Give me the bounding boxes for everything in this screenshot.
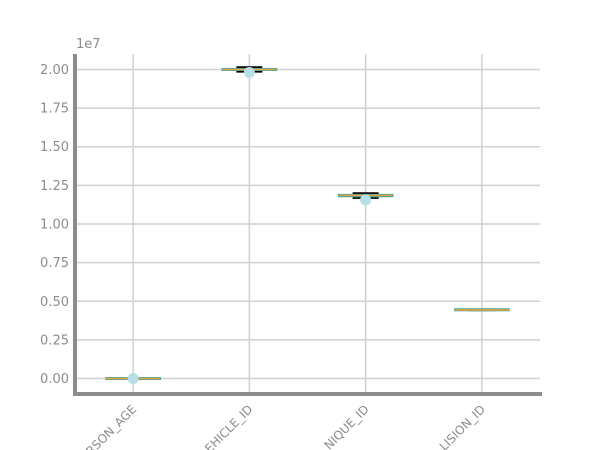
y-tick-label: 0.75 bbox=[40, 256, 69, 271]
y-offset-label: 1e7 bbox=[76, 37, 101, 52]
y-tick-label: 1.75 bbox=[40, 102, 69, 117]
axis-layer: 0.00 0.25 0.50 0.75 1.00 1.25 1.50 1.75 2.00 RSON… bbox=[40, 54, 542, 450]
y-tick-label: 0.25 bbox=[40, 333, 69, 348]
y-tick-label: 0.50 bbox=[40, 295, 69, 310]
marks-layer bbox=[105, 66, 510, 385]
y-tick-label: 1.50 bbox=[40, 140, 69, 155]
box-person-age bbox=[105, 373, 161, 385]
box-unique-id bbox=[337, 192, 394, 206]
outlier-point bbox=[127, 373, 139, 385]
x-tick-label: LISION_ID bbox=[437, 402, 488, 450]
outlier-point bbox=[360, 194, 372, 206]
y-tick-label: 2.00 bbox=[40, 63, 69, 78]
y-tick-label: 1.25 bbox=[40, 179, 69, 194]
x-tick-label: RSON_AGE bbox=[83, 402, 139, 450]
x-tick-label: EHICLE_ID bbox=[202, 402, 255, 450]
y-tick-label: 0.00 bbox=[40, 372, 69, 387]
y-tick-label: 1.00 bbox=[40, 218, 69, 233]
outlier-point bbox=[243, 67, 255, 79]
grid-layer bbox=[75, 54, 540, 394]
box-vehicle-id bbox=[221, 66, 278, 79]
box-collision-id bbox=[454, 308, 510, 312]
x-tick-label: NIQUE_ID bbox=[321, 402, 371, 450]
